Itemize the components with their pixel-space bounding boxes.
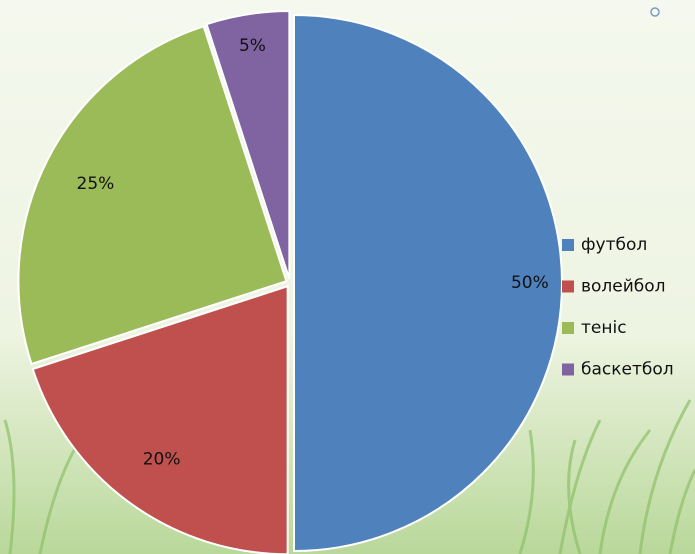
pie-slice xyxy=(31,284,289,554)
pie-slice xyxy=(205,10,291,280)
data-label: 20% xyxy=(143,450,181,470)
legend-label: футбол xyxy=(581,235,647,255)
grass xyxy=(3,399,695,554)
data-label: 25% xyxy=(77,174,115,194)
data-label: 5% xyxy=(239,36,266,56)
legend-swatch xyxy=(562,280,574,293)
legend-swatch xyxy=(562,322,574,334)
decoration xyxy=(650,7,660,17)
data-label: 50% xyxy=(511,273,549,293)
pie: 50% 20% 25% 5% xyxy=(17,10,563,554)
legend: футбол волейбол теніс баскетбол xyxy=(562,235,674,380)
legend-label: теніс xyxy=(581,318,627,338)
legend-label: баскетбол xyxy=(581,360,674,380)
pie-slice xyxy=(17,25,288,366)
legend-label: волейбол xyxy=(581,277,666,297)
legend-swatch xyxy=(562,363,574,376)
legend-swatch xyxy=(562,239,574,251)
